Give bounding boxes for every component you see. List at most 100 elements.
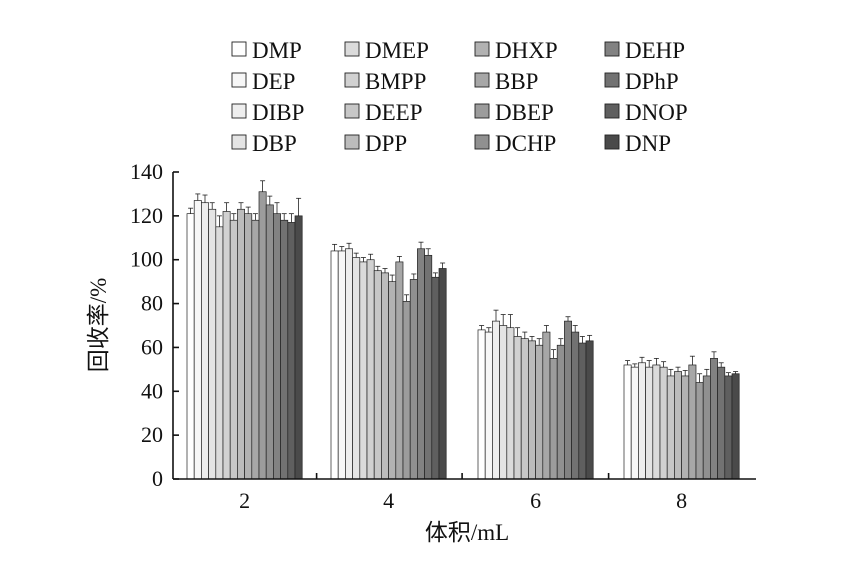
legend-label-dhxp: DHXP <box>495 38 558 63</box>
x-axis-title: 体积/mL <box>425 520 509 545</box>
legend-swatch-dchp <box>474 134 490 150</box>
bar-dep-4 <box>337 250 346 480</box>
bar-deep-6 <box>520 338 529 480</box>
bar-dnp-2 <box>294 215 303 480</box>
bar-dphp-4 <box>424 254 433 480</box>
bar-dbp-4 <box>352 257 361 480</box>
axes <box>172 172 756 480</box>
bar-dmep-8 <box>652 364 661 480</box>
bar-dibp-8 <box>638 362 646 480</box>
bar-bmpp-2 <box>222 211 231 480</box>
bar-dbp-8 <box>645 366 654 480</box>
bars-layer <box>186 180 740 480</box>
legend-label-deep: DEEP <box>365 100 423 125</box>
bar-bbp-2 <box>251 219 260 480</box>
legend-swatch-bmpp <box>344 72 360 88</box>
legend-label-dep: DEP <box>252 69 295 94</box>
legend-label-dehp: DEHP <box>625 38 685 63</box>
bar-dnop-8 <box>724 375 733 480</box>
legend-swatch-dnop <box>604 103 620 119</box>
bar-dchp-2 <box>265 204 274 480</box>
bar-dbep-8 <box>695 382 704 480</box>
bar-dpp-4 <box>381 272 389 480</box>
bar-dhxp-6 <box>535 344 544 480</box>
legend-label-bmpp: BMPP <box>365 69 426 94</box>
bar-dmp-2 <box>186 213 195 480</box>
bar-dbp-2 <box>208 208 217 480</box>
legend-swatch-dmp <box>231 41 247 57</box>
bar-dnop-2 <box>287 222 296 480</box>
bar-dmep-4 <box>359 261 368 480</box>
bar-dchp-8 <box>702 375 711 480</box>
y-tick-label: 40 <box>141 378 163 403</box>
bar-dmep-2 <box>215 226 224 480</box>
bar-bmpp-4 <box>366 259 375 480</box>
y-tick-label: 140 <box>130 159 163 184</box>
legend-label-dnop: DNOP <box>625 100 688 125</box>
bar-dbep-6 <box>549 358 558 480</box>
bar-dmp-8 <box>623 364 632 480</box>
legend-label-dchp: DCHP <box>495 131 556 156</box>
legend-swatch-deep <box>344 103 360 119</box>
bar-dbep-2 <box>258 191 267 480</box>
bar-dpp-2 <box>237 208 245 480</box>
bar-dpp-8 <box>674 371 682 480</box>
bar-dep-6 <box>484 331 493 480</box>
bar-dehp-2 <box>273 213 281 480</box>
bar-bmpp-8 <box>659 366 668 480</box>
legend-swatch-dbep <box>474 103 490 119</box>
bar-deep-8 <box>666 375 675 480</box>
bar-dibp-4 <box>345 248 353 480</box>
legend-label-dpp: DPP <box>365 131 407 156</box>
legend-label-dbp: DBP <box>252 131 297 156</box>
legend-swatch-dep <box>231 72 247 88</box>
y-ticks: 0 20 40 60 80 100 120 140 <box>130 159 179 491</box>
bar-dehp-6 <box>564 320 572 480</box>
bar-dphp-8 <box>717 366 726 480</box>
bar-bbp-4 <box>395 261 404 480</box>
legend-swatch-dibp <box>231 103 247 119</box>
y-axis-title: 回收率/% <box>86 278 111 373</box>
bar-dchp-6 <box>556 344 565 480</box>
bar-bbp-6 <box>542 331 551 480</box>
bar-dibp-6 <box>492 320 500 480</box>
bar-dehp-4 <box>417 248 425 480</box>
bar-dchp-4 <box>409 279 418 480</box>
y-tick-label: 120 <box>130 203 163 228</box>
legend-swatch-dbp <box>231 134 247 150</box>
bar-dnp-6 <box>585 340 594 480</box>
bar-dnop-6 <box>578 342 587 480</box>
bar-dnp-4 <box>438 268 447 480</box>
bar-dhxp-2 <box>244 213 253 480</box>
x-ticks: 2 4 6 8 <box>239 473 687 513</box>
bar-dnop-4 <box>431 276 440 480</box>
legend-swatch-bbp <box>474 72 490 88</box>
legend-swatch-dhxp <box>474 41 490 57</box>
bar-dmep-6 <box>506 327 515 480</box>
bar-dibp-2 <box>201 202 209 480</box>
legend-label-dmep: DMEP <box>365 38 429 63</box>
legend-label-dphp: DPhP <box>625 69 679 94</box>
legend-label-dbep: DBEP <box>495 100 554 125</box>
bar-deep-2 <box>229 219 238 480</box>
bar-dep-8 <box>630 366 639 480</box>
bar-dnp-8 <box>731 373 740 480</box>
y-tick-label: 100 <box>130 247 163 272</box>
legend-swatch-dphp <box>604 72 620 88</box>
bar-dbp-6 <box>499 325 508 480</box>
bar-dep-2 <box>193 200 202 480</box>
x-tick-label: 4 <box>383 488 394 513</box>
legend-label-dnp: DNP <box>625 131 671 156</box>
legend: DMP DEP DIBP DBP DMEP BMPP DEEP DPP DHXP BBP DBEP D… <box>231 38 688 156</box>
bar-dbep-4 <box>402 301 411 480</box>
y-tick-label: 0 <box>152 466 163 491</box>
y-tick-label: 20 <box>141 422 163 447</box>
legend-label-dmp: DMP <box>252 38 302 63</box>
bar-deep-4 <box>373 270 382 480</box>
bar-bmpp-6 <box>513 336 522 480</box>
legend-swatch-dnp <box>604 134 620 150</box>
bar-dphp-6 <box>571 331 580 480</box>
bar-dhxp-4 <box>388 281 397 480</box>
bar-dpp-6 <box>528 340 536 480</box>
